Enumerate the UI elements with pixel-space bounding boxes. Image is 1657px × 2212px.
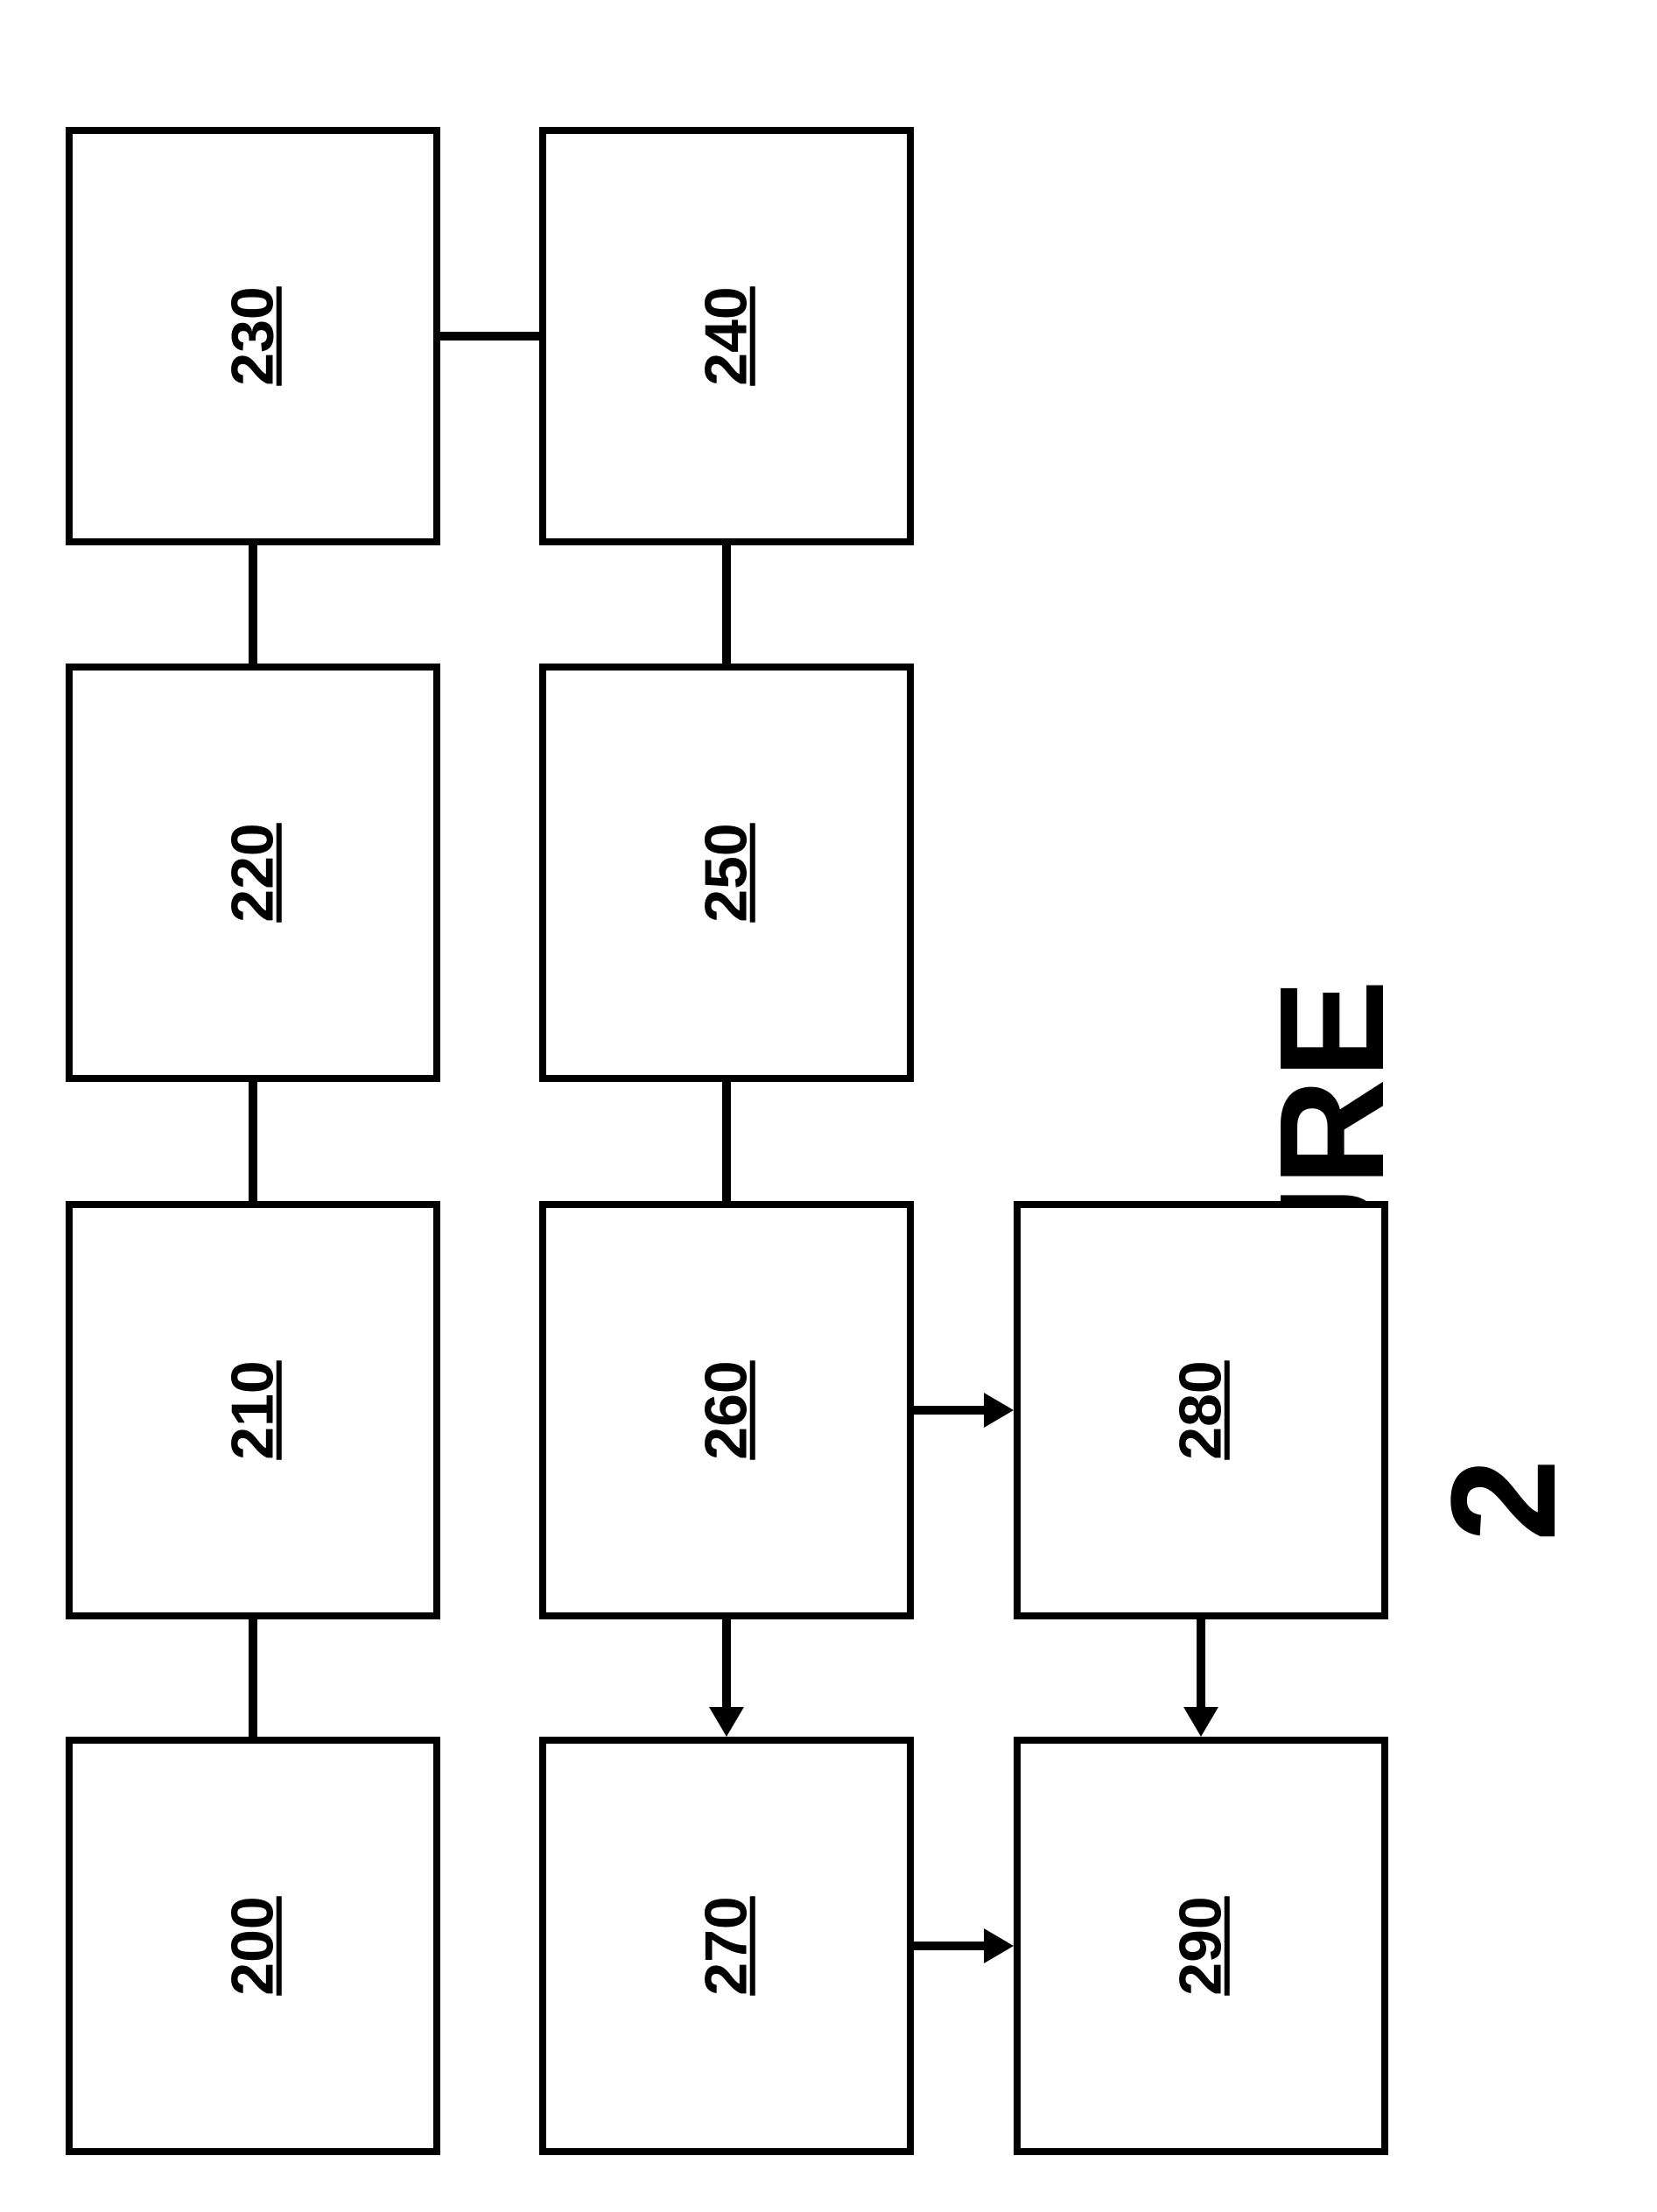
node-label: 240 bbox=[692, 286, 761, 385]
node-220: 220 bbox=[66, 664, 440, 1082]
node-label: 290 bbox=[1167, 1896, 1235, 1995]
node-label: 270 bbox=[692, 1896, 761, 1995]
node-label: 280 bbox=[1167, 1360, 1235, 1459]
node-270: 270 bbox=[539, 1737, 914, 2155]
node-label: 200 bbox=[219, 1896, 287, 1995]
diagram-canvas: FIGURE 2 200210220230240250260270280290 bbox=[0, 0, 1657, 2212]
node-250: 250 bbox=[539, 664, 914, 1082]
node-label: 230 bbox=[219, 286, 287, 385]
node-label: 260 bbox=[692, 1360, 761, 1459]
node-label: 210 bbox=[219, 1360, 287, 1459]
node-230: 230 bbox=[66, 127, 440, 545]
node-260: 260 bbox=[539, 1201, 914, 1619]
node-240: 240 bbox=[539, 127, 914, 545]
node-280: 280 bbox=[1014, 1201, 1388, 1619]
node-label: 250 bbox=[692, 823, 761, 922]
node-label: 220 bbox=[219, 823, 287, 922]
node-290: 290 bbox=[1014, 1737, 1388, 2155]
node-200: 200 bbox=[66, 1737, 440, 2155]
node-210: 210 bbox=[66, 1201, 440, 1619]
